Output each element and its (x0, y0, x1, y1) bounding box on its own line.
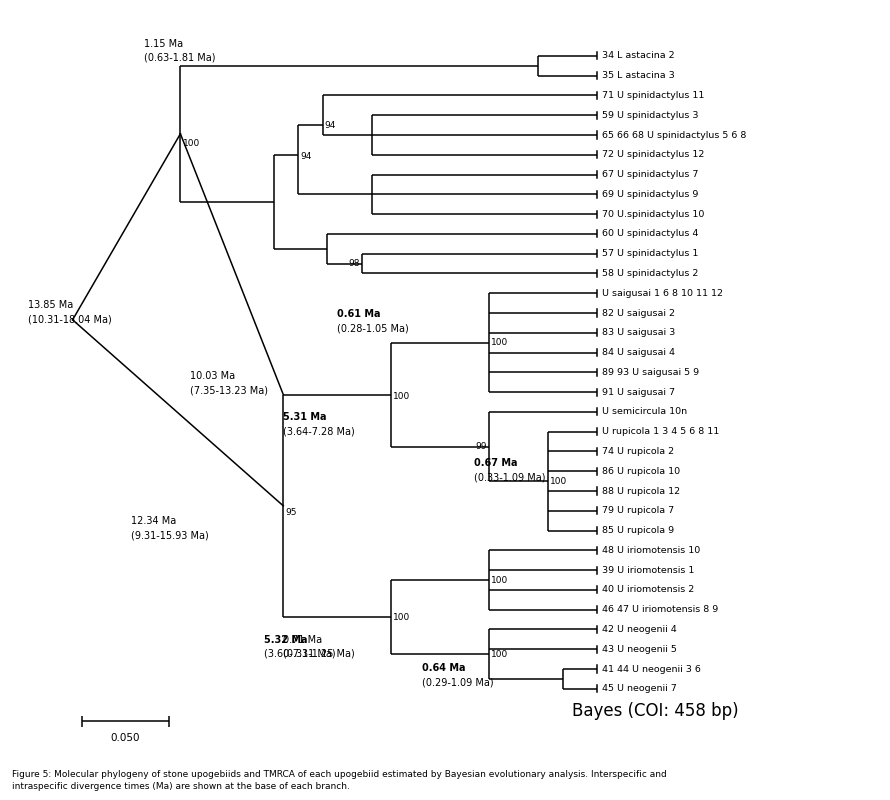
Text: 67 U spinidactylus 7: 67 U spinidactylus 7 (602, 170, 698, 179)
Text: 84 U saigusai 4: 84 U saigusai 4 (602, 348, 675, 357)
Text: 100: 100 (183, 139, 200, 149)
Text: 5.31 Ma: 5.31 Ma (283, 412, 327, 422)
Text: (7.35-13.23 Ma): (7.35-13.23 Ma) (190, 386, 268, 395)
Text: (10.31-18.04 Ma): (10.31-18.04 Ma) (28, 315, 112, 325)
Text: 10.03 Ma: 10.03 Ma (190, 371, 235, 382)
Text: intraspecific divergence times (Ma) are shown at the base of each branch.: intraspecific divergence times (Ma) are … (12, 782, 350, 791)
Text: U saigusai 1 6 8 10 11 12: U saigusai 1 6 8 10 11 12 (602, 289, 723, 298)
Text: 58 U spinidactylus 2: 58 U spinidactylus 2 (602, 269, 698, 278)
Text: (9.31-15.93 Ma): (9.31-15.93 Ma) (132, 530, 209, 541)
Text: 72 U spinidactylus 12: 72 U spinidactylus 12 (602, 150, 704, 159)
Text: (3.60-7.31 Ma): (3.60-7.31 Ma) (263, 649, 336, 659)
Text: 13.85 Ma: 13.85 Ma (28, 299, 74, 310)
Text: 88 U rupicola 12: 88 U rupicola 12 (602, 486, 680, 495)
Text: 94: 94 (300, 152, 311, 162)
Text: 59 U spinidactylus 3: 59 U spinidactylus 3 (602, 110, 699, 120)
Text: 99: 99 (475, 442, 487, 451)
Text: 43 U neogenii 5: 43 U neogenii 5 (602, 645, 676, 654)
Text: 85 U rupicola 9: 85 U rupicola 9 (602, 526, 674, 535)
Text: 0.67 Ma: 0.67 Ma (474, 458, 518, 468)
Text: 79 U rupicola 7: 79 U rupicola 7 (602, 506, 674, 515)
Text: 65 66 68 U spinidactylus 5 6 8: 65 66 68 U spinidactylus 5 6 8 (602, 130, 746, 139)
Text: (3.64-7.28 Ma): (3.64-7.28 Ma) (283, 426, 355, 436)
Text: Figure 5: Molecular phylogeny of stone upogebiids and TMRCA of each upogebiid es: Figure 5: Molecular phylogeny of stone u… (12, 770, 667, 778)
Text: 41 44 U neogenii 3 6: 41 44 U neogenii 3 6 (602, 665, 700, 674)
Text: Bayes (COI: 458 bp): Bayes (COI: 458 bp) (572, 702, 739, 720)
Text: 60 U spinidactylus 4: 60 U spinidactylus 4 (602, 230, 698, 238)
Text: 98: 98 (348, 259, 360, 268)
Text: 89 93 U saigusai 5 9: 89 93 U saigusai 5 9 (602, 368, 699, 377)
Text: 42 U neogenii 4: 42 U neogenii 4 (602, 625, 676, 634)
Text: 39 U iriomotensis 1: 39 U iriomotensis 1 (602, 566, 694, 574)
Text: 100: 100 (550, 477, 567, 486)
Text: 100: 100 (491, 338, 508, 347)
Text: 35 L astacina 3: 35 L astacina 3 (602, 71, 675, 80)
Text: 94: 94 (325, 121, 336, 130)
Text: 100: 100 (393, 613, 410, 622)
Text: (0.63-1.81 Ma): (0.63-1.81 Ma) (144, 53, 215, 63)
Text: 0.71 Ma: 0.71 Ma (283, 634, 322, 645)
Text: 69 U spinidactylus 9: 69 U spinidactylus 9 (602, 190, 698, 199)
Text: 48 U iriomotensis 10: 48 U iriomotensis 10 (602, 546, 700, 555)
Text: 70 U.spinidactylus 10: 70 U.spinidactylus 10 (602, 210, 704, 218)
Text: (0.31-1.25 Ma): (0.31-1.25 Ma) (283, 649, 355, 659)
Text: 57 U spinidactylus 1: 57 U spinidactylus 1 (602, 249, 698, 258)
Text: 83 U saigusai 3: 83 U saigusai 3 (602, 328, 675, 338)
Text: 46 47 U iriomotensis 8 9: 46 47 U iriomotensis 8 9 (602, 605, 718, 614)
Text: (0.29-1.09 Ma): (0.29-1.09 Ma) (423, 678, 494, 688)
Text: (0.33-1.09 Ma): (0.33-1.09 Ma) (474, 472, 546, 482)
Text: 74 U rupicola 2: 74 U rupicola 2 (602, 447, 674, 456)
Text: U semicircula 10n: U semicircula 10n (602, 407, 687, 417)
Text: 1.15 Ma: 1.15 Ma (144, 38, 183, 49)
Text: 12.34 Ma: 12.34 Ma (132, 516, 176, 526)
Text: 0.64 Ma: 0.64 Ma (423, 663, 466, 674)
Text: 95: 95 (286, 508, 296, 517)
Text: 34 L astacina 2: 34 L astacina 2 (602, 51, 675, 61)
Text: 91 U saigusai 7: 91 U saigusai 7 (602, 388, 675, 397)
Text: 100: 100 (491, 650, 508, 658)
Text: 86 U rupicola 10: 86 U rupicola 10 (602, 466, 680, 476)
Text: (0.28-1.05 Ma): (0.28-1.05 Ma) (337, 323, 409, 334)
Text: 82 U saigusai 2: 82 U saigusai 2 (602, 309, 675, 318)
Text: 0.050: 0.050 (110, 733, 141, 742)
Text: 100: 100 (491, 575, 508, 585)
Text: 45 U neogenii 7: 45 U neogenii 7 (602, 684, 676, 694)
Text: 0.61 Ma: 0.61 Ma (337, 309, 381, 319)
Text: 71 U spinidactylus 11: 71 U spinidactylus 11 (602, 91, 704, 100)
Text: U rupicola 1 3 4 5 6 8 11: U rupicola 1 3 4 5 6 8 11 (602, 427, 719, 436)
Text: 5.32 Ma: 5.32 Ma (263, 634, 307, 645)
Text: 40 U iriomotensis 2: 40 U iriomotensis 2 (602, 586, 694, 594)
Text: 100: 100 (393, 392, 410, 401)
